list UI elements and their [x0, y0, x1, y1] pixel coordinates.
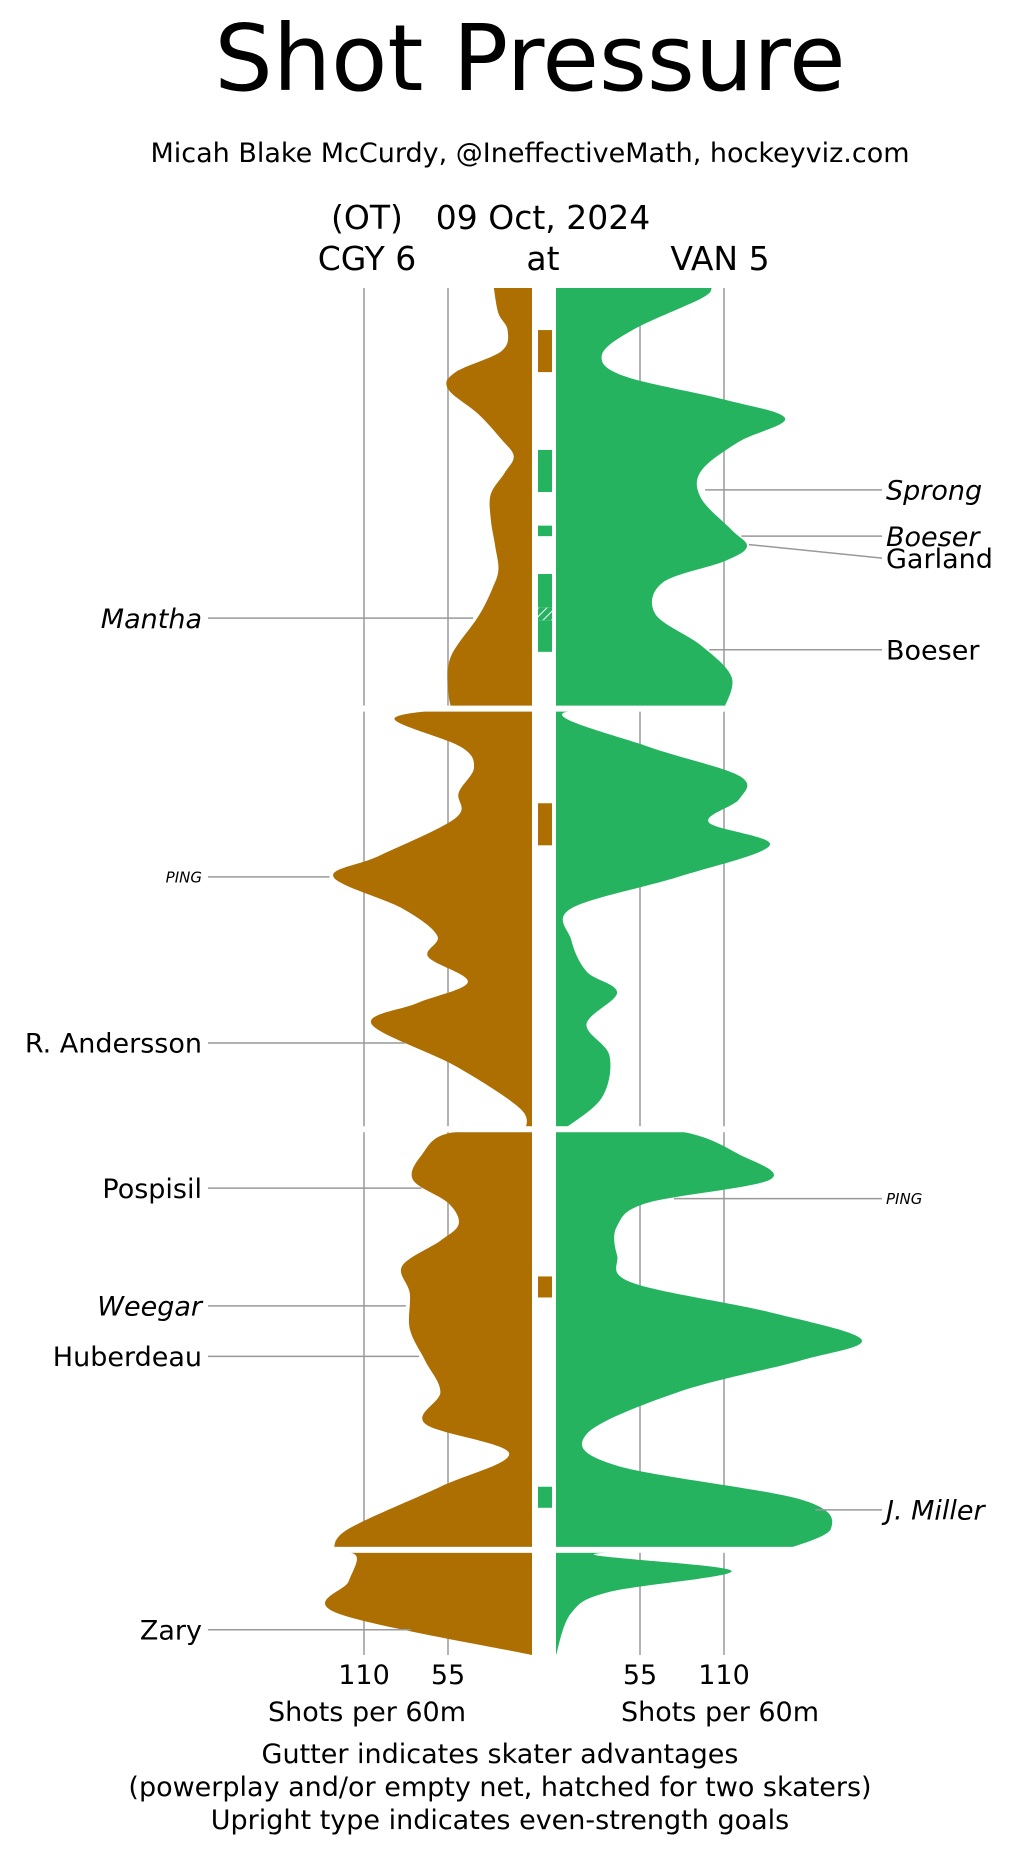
footnote-2: (powerplay and/or empty net, hatched for… [128, 1772, 871, 1803]
pressure-area-van-p4 [556, 1549, 786, 1655]
goal-label-van-6: J. Miller [881, 1496, 987, 1527]
home-team-score: VAN 5 [670, 239, 769, 278]
game-status: (OT) [331, 198, 403, 237]
goal-label-cgy-6: Huberdeau [53, 1342, 202, 1373]
goal-label-cgy-3: R. Andersson [25, 1029, 202, 1060]
x-tick-left-55: 55 [431, 1660, 465, 1691]
advantage-van-2 [538, 525, 552, 537]
period-gaps [0, 705, 1015, 1553]
goal-label-cgy-5: Weegar [97, 1292, 204, 1323]
x-axis-label-right: Shots per 60m [621, 1697, 819, 1728]
x-tick-right-110: 110 [698, 1660, 750, 1691]
pressure-area-van-p3 [556, 1128, 862, 1550]
advantage-cgy-1 [538, 330, 552, 373]
x-tick-right-55: 55 [623, 1660, 657, 1691]
pressure-area-cgy-p1 [446, 288, 532, 709]
period-separator-2 [0, 1126, 1015, 1133]
period-separator-1 [0, 705, 1015, 712]
goal-label-van-5: PING [886, 1190, 922, 1208]
advantage-van-4 [538, 607, 552, 621]
goal-label-cgy-4: Pospisil [102, 1174, 202, 1205]
goal-label-cgy-1: Mantha [101, 604, 202, 635]
footnote-1: Gutter indicates skater advantages [262, 1739, 739, 1770]
advantage-van-5 [538, 620, 552, 652]
advantage-van-6 [538, 1486, 552, 1508]
goal-label-van-1: Sprong [886, 476, 982, 507]
x-axes: 110 55 110 55 [338, 1660, 750, 1691]
goal-leader-van-3 [748, 543, 883, 559]
advantage-van-1 [538, 449, 552, 492]
pressure-area-cgy-p2 [333, 708, 532, 1130]
pressure-area-van-p2 [556, 708, 771, 1130]
at-label: at [526, 239, 559, 278]
game-date: 09 Oct, 2024 [436, 198, 651, 237]
goal-label-van-4: Boeser [886, 635, 980, 666]
goal-label-van-3: Garland [886, 544, 993, 575]
goal-label-cgy-7: Zary [140, 1615, 202, 1646]
pressure-areas [324, 288, 862, 1655]
x-tick-left-110: 110 [338, 1660, 390, 1691]
advantage-cgy-2 [538, 803, 552, 846]
advantage-gutter [538, 330, 552, 1508]
pressure-area-cgy-p4 [324, 1549, 532, 1655]
x-axis-label-left: Shots per 60m [268, 1697, 466, 1728]
advantage-van-3 [538, 574, 552, 608]
advantage-cgy-3 [538, 1276, 552, 1298]
goal-labels: Mantha PING R. Andersson Pospisil Weegar Hube… [25, 476, 993, 1647]
goal-label-van-2: Boeser [886, 522, 981, 553]
away-team-score: CGY 6 [318, 239, 417, 278]
chart-title: Shot Pressure [214, 5, 845, 112]
footnote-3: Upright type indicates even-strength goa… [211, 1805, 789, 1836]
chart-subtitle: Micah Blake McCurdy, @IneffectiveMath, h… [150, 138, 909, 169]
goal-label-cgy-2: PING [166, 868, 202, 886]
period-separator-3 [0, 1546, 1015, 1553]
pressure-area-van-p1 [556, 288, 786, 709]
pressure-area-cgy-p3 [333, 1129, 532, 1550]
